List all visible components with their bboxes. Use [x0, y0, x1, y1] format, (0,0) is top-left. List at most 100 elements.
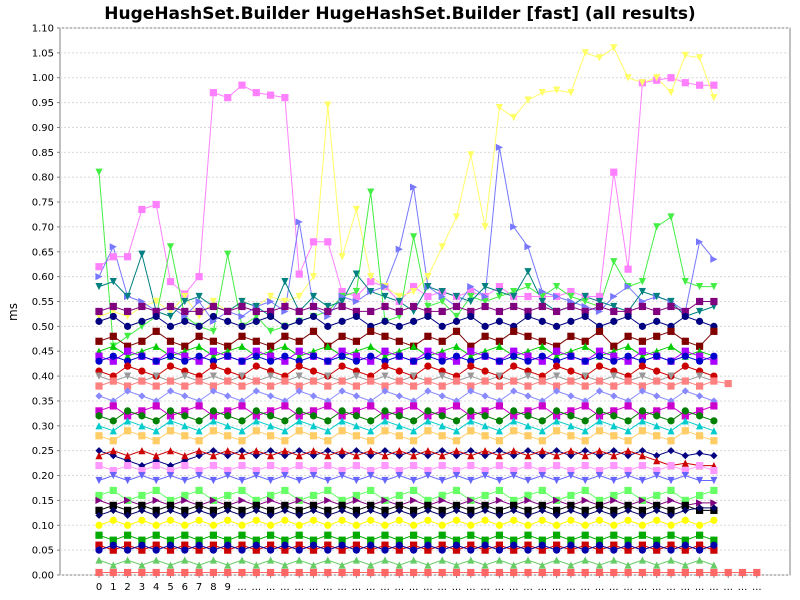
data-point: [595, 292, 604, 301]
data-point: [395, 536, 403, 544]
data-point: [195, 307, 203, 316]
data-point: [567, 447, 575, 455]
data-point: [595, 466, 604, 475]
data-point: [309, 506, 318, 514]
data-point: [224, 367, 232, 375]
data-point: [295, 412, 303, 420]
data-point: [295, 496, 303, 505]
data-point: [109, 536, 117, 544]
data-point: [252, 516, 260, 524]
data-point: [324, 402, 332, 410]
data-point: [452, 302, 461, 311]
data-point: [481, 536, 489, 544]
data-point: [681, 51, 689, 59]
data-point: [324, 511, 332, 519]
data-point: [467, 282, 475, 291]
data-point: [567, 568, 575, 577]
data-point: [467, 292, 475, 301]
data-point: [166, 447, 175, 455]
data-point: [467, 462, 475, 470]
data-point: [524, 432, 532, 440]
data-point: [538, 337, 546, 345]
data-point: [124, 496, 132, 505]
data-point: [538, 302, 546, 311]
data-point: [581, 417, 589, 425]
data-point: [467, 312, 475, 321]
data-point: [696, 238, 704, 246]
data-point: [524, 422, 532, 430]
data-point: [595, 447, 604, 455]
data-point: [338, 541, 346, 549]
data-point: [181, 462, 189, 470]
data-point: [395, 501, 403, 509]
data-point: [524, 556, 532, 564]
data-point: [610, 44, 618, 52]
data-point: [567, 536, 575, 544]
data-point: [610, 511, 618, 519]
data-point: [553, 407, 561, 415]
data-point: [624, 471, 632, 480]
data-point: [624, 561, 632, 569]
data-point: [424, 427, 432, 435]
data-point: [410, 452, 418, 460]
data-point: [338, 417, 346, 425]
data-point: [595, 546, 604, 554]
data-point: [309, 377, 318, 385]
data-point: [595, 352, 604, 360]
data-point: [581, 556, 589, 564]
data-point: [152, 511, 160, 519]
data-point: [281, 536, 289, 544]
data-point: [667, 447, 675, 455]
data-point: [510, 292, 518, 301]
data-point: [281, 546, 289, 554]
data-point: [681, 312, 689, 321]
data-point: [524, 372, 532, 380]
data-point: [624, 307, 632, 316]
data-point: [467, 407, 475, 415]
data-point: [481, 561, 489, 569]
data-point: [424, 302, 432, 311]
data-point: [352, 452, 360, 460]
data-point: [295, 337, 303, 345]
data-point: [524, 412, 532, 420]
data-point: [553, 347, 561, 355]
data-point: [452, 402, 461, 410]
data-point: [595, 387, 604, 395]
data-point: [581, 312, 589, 321]
data-point: [581, 531, 589, 539]
data-point: [424, 307, 432, 316]
data-point: [595, 471, 604, 480]
data-point: [624, 74, 632, 82]
data-point: [495, 282, 503, 291]
data-point: [181, 511, 189, 519]
data-point: [653, 317, 661, 325]
x-tick-label: ...: [609, 582, 619, 593]
x-tick-label: ...: [652, 582, 662, 593]
data-point: [553, 322, 561, 330]
data-point: [338, 546, 346, 554]
data-point: [452, 342, 461, 350]
data-point: [638, 427, 646, 435]
data-point: [410, 372, 418, 380]
data-point: [381, 407, 389, 415]
data-point: [209, 327, 217, 335]
data-point: [295, 476, 303, 485]
data-point: [438, 352, 446, 360]
data-point: [238, 417, 246, 425]
data-point: [410, 506, 418, 514]
data-point: [595, 496, 604, 505]
data-point: [224, 422, 232, 430]
data-point: [238, 372, 246, 380]
data-point: [538, 417, 546, 425]
data-point: [181, 307, 189, 316]
x-tick-label: ...: [337, 582, 347, 593]
data-point: [267, 297, 275, 306]
data-point: [295, 417, 303, 425]
data-point: [166, 466, 175, 475]
data-point: [367, 427, 375, 435]
data-point: [510, 546, 518, 554]
data-point: [209, 452, 217, 460]
data-point: [367, 352, 375, 360]
data-point: [681, 307, 689, 316]
